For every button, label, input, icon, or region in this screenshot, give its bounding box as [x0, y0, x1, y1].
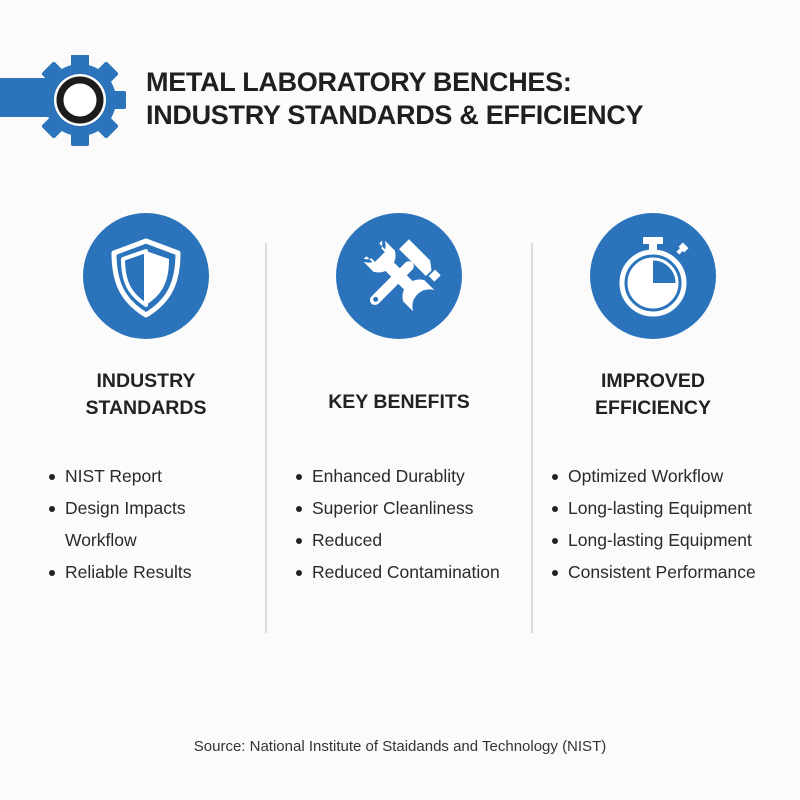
title-line-2: INDUSTRY STANDARDS & EFFICIENCY: [146, 100, 644, 130]
list-item: Long-lasting Equipment: [550, 524, 756, 556]
list-item: Enhanced Durablity: [294, 460, 500, 492]
wrench-hammer-icon: [363, 239, 441, 312]
column-divider-left: [265, 243, 267, 633]
list-item: Optimized Workflow: [550, 460, 756, 492]
list-item: Superior Cleanliness: [294, 492, 500, 524]
shield-icon: [111, 238, 181, 318]
list-item: Consistent Performance: [550, 556, 756, 588]
list-item: Long-lasting Equipment: [550, 492, 756, 524]
bullet-list: NIST Report Design Impacts Workflow Relia…: [47, 460, 191, 588]
column-title: IMPROVED EFFICIENCY: [595, 370, 711, 419]
stopwatch-icon: [619, 237, 689, 317]
shield-icon-badge: [83, 213, 209, 339]
gear-icon: [0, 54, 126, 146]
list-item: Reduced Contamination: [294, 556, 500, 588]
column-title: INDUSTRY STANDARDS: [85, 370, 207, 419]
list-item: Design Impacts Workflow: [47, 492, 191, 556]
stopwatch-icon-badge: [590, 213, 716, 339]
title-line-1: METAL LABORATORY BENCHES:: [146, 67, 572, 97]
tools-icon-badge: [336, 213, 462, 339]
list-item: Reliable Results: [47, 556, 191, 588]
list-item: Reduced: [294, 524, 500, 556]
gear-logo: [0, 54, 130, 147]
source-note: Source: National Institute of Staidands …: [193, 738, 607, 755]
list-item: NIST Report: [47, 460, 191, 492]
page-title: METAL LABORATORY BENCHES: INDUSTRY STAND…: [146, 66, 644, 132]
bullet-list: Optimized Workflow Long-lasting Equipmen…: [550, 460, 756, 588]
column-title: KEY BENEFITS: [328, 391, 470, 413]
column-divider-right: [531, 243, 533, 633]
bullet-list: Enhanced Durablity Superior Cleanliness …: [294, 460, 500, 588]
